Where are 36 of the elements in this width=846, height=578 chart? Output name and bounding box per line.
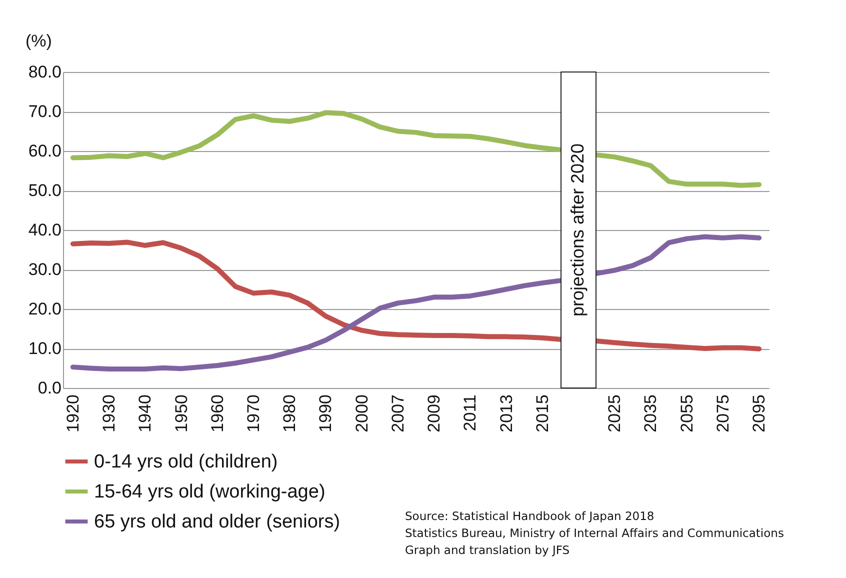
source-note: Source: Statistical Handbook of Japan 2018 (405, 508, 656, 525)
x-tick-label: 2013 (496, 394, 516, 432)
legend-label: 65 yrs old and older (seniors) (94, 512, 340, 532)
x-tick-label: 2095 (750, 394, 769, 432)
x-tick-label: 2009 (424, 394, 444, 432)
y-tick-label: 40.0 (28, 220, 62, 240)
x-tick-label: 2025 (605, 394, 624, 432)
y-tick-label: 70.0 (28, 102, 62, 121)
text: Statistics Bureau, Ministry of Internal Affairs and Communications (405, 525, 784, 542)
x-tick-label: 1930 (100, 394, 119, 432)
legend-label: 15-64 yrs old (working-age) (94, 482, 326, 502)
x-tick-label: 2055 (677, 394, 696, 432)
x-tick-label: 1920 (63, 394, 82, 432)
y-axis-title: (%) (26, 32, 52, 50)
x-tick-label: 1970 (244, 394, 263, 432)
x-tick-label: 1940 (136, 394, 155, 432)
x-tick-label: 2000 (352, 394, 372, 432)
y-tick-label: 0.0 (38, 378, 62, 398)
x-tick-label: 2007 (388, 394, 408, 432)
x-tick-label: 1960 (208, 394, 227, 432)
x-tick-label: 2015 (532, 394, 552, 432)
x-tick-label: 2035 (641, 394, 660, 432)
x-tick-label: 1950 (172, 394, 191, 432)
text: Graph and translation by JFS (405, 542, 571, 559)
y-tick-label: 30.0 (28, 260, 62, 279)
annotation: projections after 2020 (568, 143, 588, 317)
x-tick-label: 2011 (460, 394, 480, 432)
legend-label: 0-14 yrs old (children) (94, 452, 278, 472)
x-tick-label: 1990 (316, 394, 336, 432)
y-tick-label: 80.0 (28, 62, 62, 82)
y-tick-label: 10.0 (28, 339, 62, 358)
x-tick-label: 2075 (713, 394, 732, 432)
x-tick-label: 1980 (280, 394, 300, 432)
y-tick-label: 50.0 (28, 181, 62, 200)
y-tick-label: 20.0 (28, 300, 62, 318)
y-tick-label: 60.0 (28, 142, 62, 160)
